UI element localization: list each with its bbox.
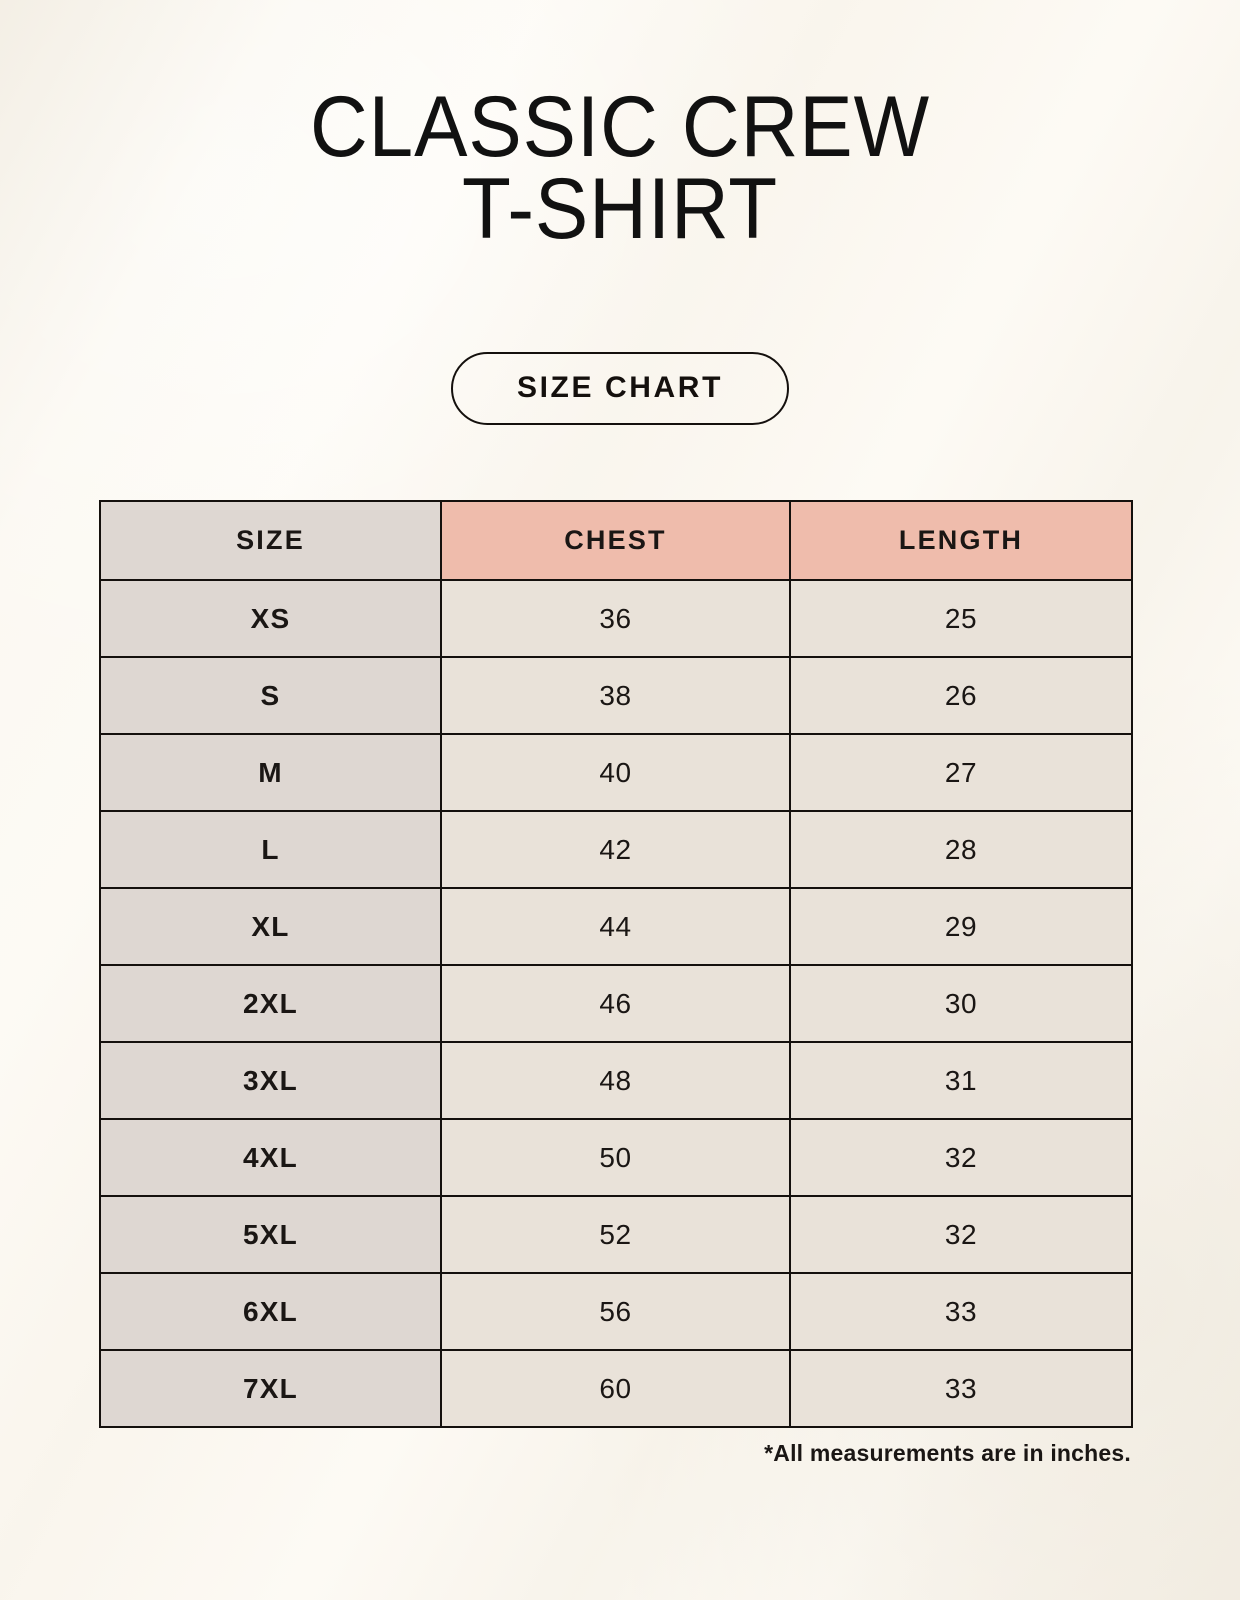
cell-size: 7XL (99, 1349, 442, 1428)
column-header-size: SIZE (99, 500, 442, 581)
cell-chest: 42 (440, 810, 791, 889)
table-header-row: SIZE CHEST LENGTH (99, 500, 1133, 581)
table-row: M 40 27 (99, 733, 1133, 812)
page-title-line-2: T-SHIRT (461, 161, 779, 257)
cell-chest: 56 (440, 1272, 791, 1351)
table-row: 7XL 60 33 (99, 1349, 1133, 1428)
cell-size: 6XL (99, 1272, 442, 1351)
cell-size: 5XL (99, 1195, 442, 1274)
cell-length: 33 (789, 1272, 1133, 1351)
cell-length: 33 (789, 1349, 1133, 1428)
table-row: 6XL 56 33 (99, 1272, 1133, 1351)
cell-chest: 36 (440, 579, 791, 658)
size-chart-table: SIZE CHEST LENGTH XS 36 25 S 38 26 M 40 … (99, 500, 1133, 1428)
table-body: XS 36 25 S 38 26 M 40 27 L 42 28 XL 44 (99, 579, 1133, 1428)
cell-length: 32 (789, 1118, 1133, 1197)
cell-chest: 40 (440, 733, 791, 812)
page-title-line-1: CLASSIC CREW (309, 79, 930, 175)
cell-length: 28 (789, 810, 1133, 889)
cell-size: XS (99, 579, 442, 658)
table-row: 2XL 46 30 (99, 964, 1133, 1043)
cell-length: 26 (789, 656, 1133, 735)
cell-chest: 52 (440, 1195, 791, 1274)
cell-size: S (99, 656, 442, 735)
cell-chest: 38 (440, 656, 791, 735)
cell-length: 27 (789, 733, 1133, 812)
table-row: 5XL 52 32 (99, 1195, 1133, 1274)
table-row: 3XL 48 31 (99, 1041, 1133, 1120)
cell-size: XL (99, 887, 442, 966)
size-chart-badge: SIZE CHART (451, 352, 789, 425)
cell-length: 30 (789, 964, 1133, 1043)
cell-length: 25 (789, 579, 1133, 658)
cell-size: 2XL (99, 964, 442, 1043)
table-row: XS 36 25 (99, 579, 1133, 658)
column-header-length: LENGTH (789, 500, 1133, 581)
cell-chest: 46 (440, 964, 791, 1043)
table-header: SIZE CHEST LENGTH (99, 500, 1133, 581)
measurement-note: *All measurements are in inches. (764, 1440, 1131, 1466)
table-row: L 42 28 (99, 810, 1133, 889)
cell-size: L (99, 810, 442, 889)
cell-size: M (99, 733, 442, 812)
cell-size: 3XL (99, 1041, 442, 1120)
table-row: S 38 26 (99, 656, 1133, 735)
cell-length: 31 (789, 1041, 1133, 1120)
cell-chest: 50 (440, 1118, 791, 1197)
table-row: XL 44 29 (99, 887, 1133, 966)
cell-length: 32 (789, 1195, 1133, 1274)
table-row: 4XL 50 32 (99, 1118, 1133, 1197)
column-header-chest: CHEST (440, 500, 791, 581)
cell-size: 4XL (99, 1118, 442, 1197)
cell-length: 29 (789, 887, 1133, 966)
cell-chest: 44 (440, 887, 791, 966)
cell-chest: 60 (440, 1349, 791, 1428)
cell-chest: 48 (440, 1041, 791, 1120)
badge-container: SIZE CHART (0, 352, 1240, 425)
page-title: CLASSIC CREW T-SHIRT (0, 79, 1240, 257)
